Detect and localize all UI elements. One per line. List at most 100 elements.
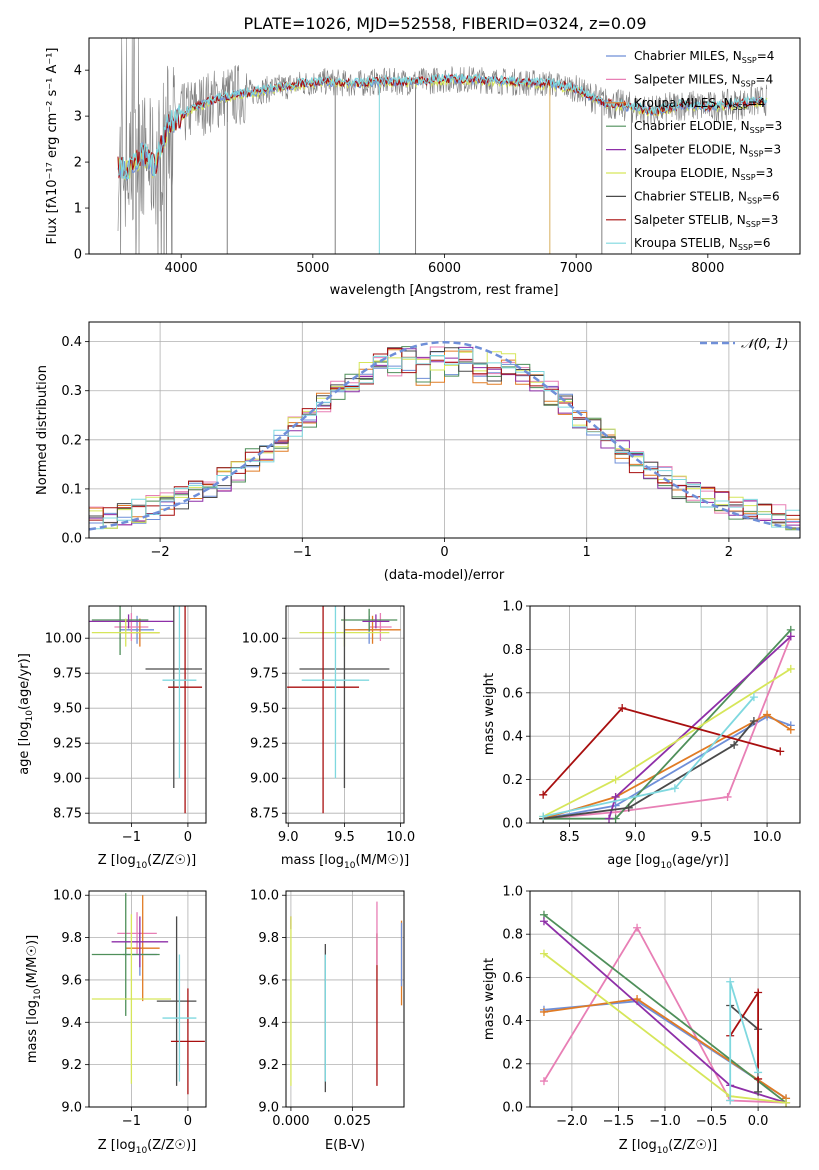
residuals-panel: −2 −1 0 1 2 0.0 0.1 0.2 0.3 0.4 𝒩(0, 1) (data-model… <box>35 321 801 583</box>
x-tick-label: −2 <box>151 545 170 560</box>
y-tick-label: 9.00 <box>53 772 82 787</box>
y-tick-label: 0.4 <box>502 730 523 745</box>
y-tick-label: 9.4 <box>61 1016 82 1031</box>
figure-title: PLATE=1026, MJD=52558, FIBERID=0324, z=0… <box>243 14 646 33</box>
x-tick-label: 7000 <box>560 261 593 276</box>
y-tick-label: 0.1 <box>61 482 82 497</box>
y-tick-label: 9.0 <box>61 1101 82 1116</box>
y-tick-label: 0.8 <box>502 643 523 658</box>
weight-z-ylabel: mass weight <box>482 958 497 1040</box>
mass_weight_vs_Z-plot <box>539 910 791 1107</box>
residuals-plot <box>89 340 800 532</box>
y-tick-label: 8.75 <box>250 807 279 822</box>
y-tick-label: 1.0 <box>502 885 523 900</box>
weight-age-ylabel: mass weight <box>482 673 497 755</box>
y-tick-label: 0.4 <box>61 335 82 350</box>
mass_vs_Z-panel: −1 0 9.0 9.2 9.4 9.6 9.8 10.0 Z [log10(Z/Z☉)] mas… <box>25 889 207 1156</box>
legend-label: Salpeter STELIB, NSSP=3 <box>634 213 778 229</box>
x-tick-label: 9.0 <box>278 830 299 845</box>
weight-marker-kroupa_miles <box>633 995 642 1003</box>
panels: 4000 5000 6000 7000 8000 0 1 2 3 4 wavelength [Ang… <box>17 37 801 1156</box>
mass_vs_Z-plot <box>91 893 205 1095</box>
x-tick-label: 9.0 <box>625 830 646 845</box>
y-tick-label: 0.6 <box>502 686 523 701</box>
y-tick-label: 0.0 <box>502 817 523 832</box>
age_vs_mass-frame <box>285 605 405 824</box>
weight-marker-kroupa_stelib <box>539 812 548 821</box>
weight-marker-kroupa_elodie <box>782 1098 791 1107</box>
weight-marker-chabrier_stelib <box>730 740 739 749</box>
weight-z-xlabel: Z [log10(Z/Z☉)] <box>619 1138 717 1156</box>
weight-marker-kroupa_miles <box>763 710 772 719</box>
age-z-xlabel: Z [log10(Z/Z☉)] <box>98 853 196 871</box>
weight-line-chabrier_stelib <box>543 720 755 820</box>
age_vs_Z-frame <box>88 605 207 824</box>
weight-marker-chabrier_stelib <box>754 1087 763 1096</box>
spectrum-legend: Chabrier MILES, NSSP=4 Salpeter MILES, NS… <box>606 49 782 252</box>
y-tick-label: 9.6 <box>258 973 279 988</box>
y-tick-label: 0.8 <box>502 928 523 943</box>
y-tick-label: 9.75 <box>53 667 82 682</box>
y-tick-label: 9.75 <box>250 667 279 682</box>
weight-marker-salpeter_miles <box>539 1077 548 1086</box>
x-tick-label: −0.5 <box>696 1114 728 1129</box>
weight-marker-salpeter_miles <box>723 792 732 801</box>
weight-marker-kroupa_stelib <box>726 977 735 986</box>
age_vs_mass-plot <box>287 606 401 814</box>
weight-marker-chabrier_stelib <box>624 803 633 812</box>
mass-z-ylabel: mass [log10(M/M☉)] <box>25 935 43 1063</box>
weight-age-xlabel: age [log10(age/yr)] <box>607 853 729 871</box>
mass_vs_ebv-grid <box>286 891 404 1108</box>
mass_weight_vs_age-plot <box>539 625 795 823</box>
residuals-frame <box>88 321 801 539</box>
age_vs_Z-grid <box>89 606 206 823</box>
spectrum-ylabel: Flux [fλ10⁻¹⁷ erg cm⁻² s⁻¹ A⁻¹] <box>45 48 60 245</box>
x-tick-label: 8.5 <box>559 830 580 845</box>
weight-marker-kroupa_stelib <box>749 693 758 702</box>
y-tick-label: 9.2 <box>258 1058 279 1073</box>
weight-marker-salpeter_stelib <box>539 790 548 799</box>
age-z-ylabel: age [log10(age/yr)] <box>17 653 35 775</box>
x-tick-label: 5000 <box>296 261 329 276</box>
y-tick-label: 9.50 <box>250 702 279 717</box>
y-tick-label: 9.8 <box>258 931 279 946</box>
legend-label: Salpeter MILES, NSSP=4 <box>634 72 773 88</box>
weight-line-kroupa_elodie <box>542 668 792 818</box>
residuals-ylabel: Normed distribution <box>35 365 50 495</box>
mass_vs_ebv-panel: 0.000 0.025 9.0 9.2 9.4 9.6 9.8 10.0 E(B-V) <box>250 889 405 1153</box>
y-tick-label: 9.6 <box>61 973 82 988</box>
legend-label: Kroupa MILES, NSSP=4 <box>634 96 765 112</box>
weight-marker-salpeter_miles <box>633 923 642 932</box>
y-tick-label: 1.0 <box>502 600 523 615</box>
legend-label: Chabrier MILES, NSSP=4 <box>634 49 774 65</box>
y-tick-label: 0.4 <box>502 1014 523 1029</box>
mass_weight_vs_Z-frame <box>529 890 801 1108</box>
weight-line-salpeter_miles <box>543 925 787 1104</box>
hist-kroupa_stelib <box>89 349 800 530</box>
x-tick-label: 0.0 <box>748 1114 769 1129</box>
mass_weight_vs_age-panel: 8.5 9.0 9.5 10.0 0.0 0.2 0.4 0.6 0.8 1.0 age [log1… <box>482 600 801 871</box>
weight-line-chabrier_elodie <box>543 914 787 1104</box>
weight-marker-salpeter_stelib <box>754 988 763 997</box>
normal-curve <box>89 340 800 531</box>
y-tick-label: 3 <box>74 110 82 125</box>
y-tick-label: 10.00 <box>45 632 82 647</box>
legend-label: Kroupa ELODIE, NSSP=3 <box>634 166 773 182</box>
residuals-xlabel: (data-model)/error <box>384 568 505 583</box>
x-tick-label: 0 <box>184 830 192 845</box>
y-tick-label: 0.0 <box>61 532 82 547</box>
spectrum-plot <box>117 38 768 254</box>
x-tick-label: −1.0 <box>649 1114 681 1129</box>
y-tick-label: 0.3 <box>61 384 82 399</box>
y-tick-label: 9.4 <box>258 1016 279 1031</box>
weight-marker-salpeter_elodie <box>786 632 795 641</box>
y-tick-label: 2 <box>74 156 82 171</box>
x-tick-label: −1 <box>122 1114 141 1129</box>
mass-ebv-xlabel: E(B-V) <box>325 1138 365 1153</box>
mass-z-xlabel: Z [log10(Z/Z☉)] <box>98 1138 196 1156</box>
spectrum-model-kroupa_stelib <box>117 72 768 180</box>
x-tick-label: 9.5 <box>691 830 712 845</box>
weight-marker-kroupa_miles <box>786 725 795 734</box>
x-tick-label: 8000 <box>691 261 724 276</box>
legend-label: Chabrier ELODIE, NSSP=3 <box>634 119 782 135</box>
